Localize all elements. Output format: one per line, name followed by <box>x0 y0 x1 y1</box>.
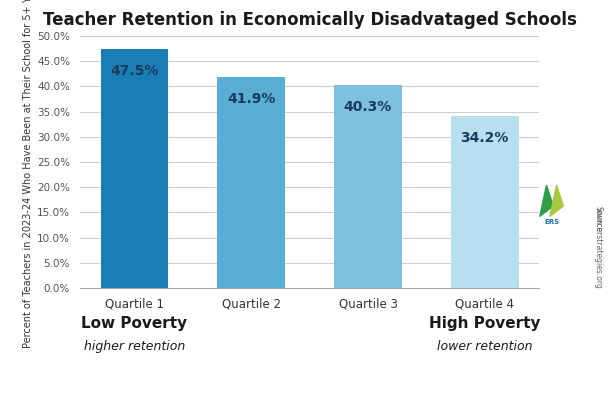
Text: 41.9%: 41.9% <box>227 92 275 106</box>
Text: Low Poverty: Low Poverty <box>82 316 188 331</box>
Text: higher retention: higher retention <box>84 340 185 353</box>
Title: Teacher Retention in Economically Disadvataged Schools: Teacher Retention in Economically Disadv… <box>43 11 576 29</box>
Text: www.erstrategies.org: www.erstrategies.org <box>593 207 602 289</box>
Text: lower retention: lower retention <box>437 340 533 353</box>
Bar <box>451 116 519 288</box>
Bar <box>334 85 402 288</box>
Text: 34.2%: 34.2% <box>460 131 509 145</box>
Bar <box>218 77 285 288</box>
Y-axis label: Percent of Teachers in 2023-24 Who Have Been at Their School for 5+ Years: Percent of Teachers in 2023-24 Who Have … <box>23 0 33 348</box>
Bar <box>101 48 169 288</box>
Text: High Poverty: High Poverty <box>429 316 541 331</box>
Polygon shape <box>550 185 563 216</box>
Text: Source:: Source: <box>593 206 602 234</box>
Polygon shape <box>539 185 554 216</box>
Text: 40.3%: 40.3% <box>344 100 392 114</box>
Text: ERS: ERS <box>544 219 559 225</box>
Text: 47.5%: 47.5% <box>110 64 159 78</box>
